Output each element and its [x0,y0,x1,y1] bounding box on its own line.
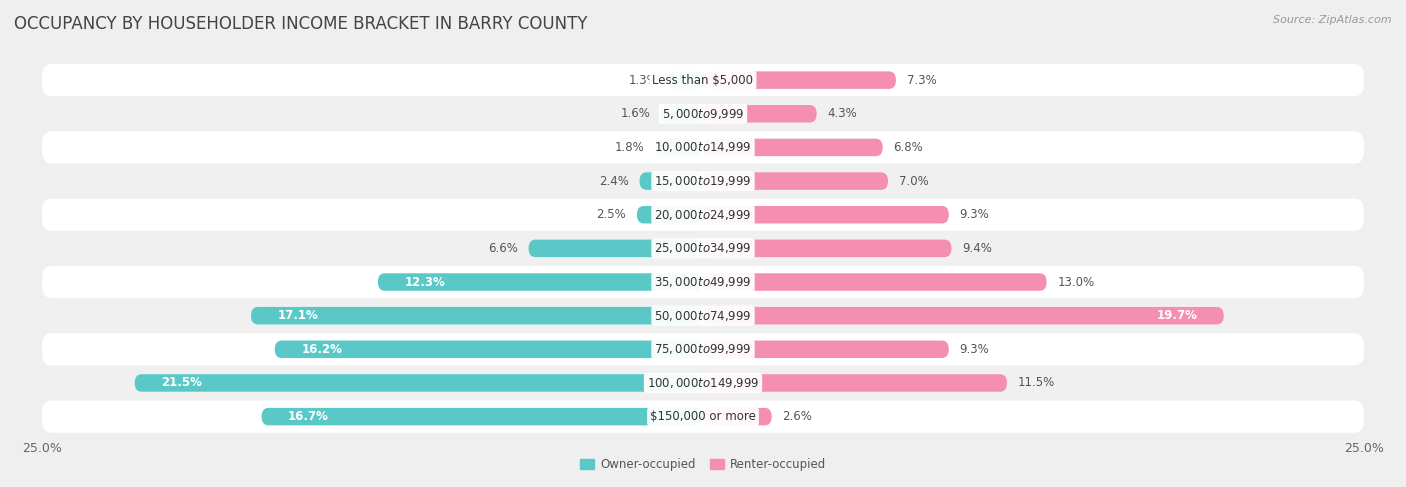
Text: $15,000 to $19,999: $15,000 to $19,999 [654,174,752,188]
Text: 1.3%: 1.3% [628,74,658,87]
FancyBboxPatch shape [42,266,1364,298]
FancyBboxPatch shape [703,105,817,123]
Text: 2.4%: 2.4% [599,174,628,187]
FancyBboxPatch shape [42,367,1364,399]
Text: $75,000 to $99,999: $75,000 to $99,999 [654,342,752,356]
FancyBboxPatch shape [42,165,1364,197]
FancyBboxPatch shape [703,273,1046,291]
Text: 21.5%: 21.5% [162,376,202,390]
Text: Source: ZipAtlas.com: Source: ZipAtlas.com [1274,15,1392,25]
Text: $50,000 to $74,999: $50,000 to $74,999 [654,309,752,323]
Text: 19.7%: 19.7% [1156,309,1198,322]
FancyBboxPatch shape [42,333,1364,365]
Text: $20,000 to $24,999: $20,000 to $24,999 [654,208,752,222]
Text: 13.0%: 13.0% [1057,276,1094,288]
FancyBboxPatch shape [42,64,1364,96]
Text: 2.6%: 2.6% [782,410,813,423]
FancyBboxPatch shape [703,307,1223,324]
Text: 16.7%: 16.7% [288,410,329,423]
Text: 11.5%: 11.5% [1018,376,1054,390]
Text: 7.3%: 7.3% [907,74,936,87]
FancyBboxPatch shape [703,172,889,190]
FancyBboxPatch shape [42,199,1364,231]
FancyBboxPatch shape [274,340,703,358]
FancyBboxPatch shape [529,240,703,257]
Text: 6.6%: 6.6% [488,242,517,255]
Text: 9.3%: 9.3% [959,208,990,221]
Text: 12.3%: 12.3% [405,276,446,288]
FancyBboxPatch shape [252,307,703,324]
Text: $5,000 to $9,999: $5,000 to $9,999 [662,107,744,121]
FancyBboxPatch shape [262,408,703,425]
Text: OCCUPANCY BY HOUSEHOLDER INCOME BRACKET IN BARRY COUNTY: OCCUPANCY BY HOUSEHOLDER INCOME BRACKET … [14,15,588,33]
FancyBboxPatch shape [703,72,896,89]
Text: 4.3%: 4.3% [827,107,858,120]
Text: $150,000 or more: $150,000 or more [650,410,756,423]
FancyBboxPatch shape [42,400,1364,433]
Text: 16.2%: 16.2% [301,343,342,356]
Text: 6.8%: 6.8% [893,141,924,154]
FancyBboxPatch shape [703,374,1007,392]
Text: $10,000 to $14,999: $10,000 to $14,999 [654,140,752,154]
FancyBboxPatch shape [703,240,952,257]
Text: 1.6%: 1.6% [620,107,650,120]
FancyBboxPatch shape [42,232,1364,264]
FancyBboxPatch shape [655,139,703,156]
FancyBboxPatch shape [661,105,703,123]
FancyBboxPatch shape [669,72,703,89]
FancyBboxPatch shape [135,374,703,392]
Text: 9.4%: 9.4% [962,242,991,255]
Text: 1.8%: 1.8% [614,141,645,154]
Text: 7.0%: 7.0% [898,174,928,187]
Text: $100,000 to $149,999: $100,000 to $149,999 [647,376,759,390]
FancyBboxPatch shape [703,139,883,156]
Text: Less than $5,000: Less than $5,000 [652,74,754,87]
FancyBboxPatch shape [42,131,1364,164]
Text: $35,000 to $49,999: $35,000 to $49,999 [654,275,752,289]
Text: $25,000 to $34,999: $25,000 to $34,999 [654,242,752,255]
FancyBboxPatch shape [703,340,949,358]
Text: 9.3%: 9.3% [959,343,990,356]
FancyBboxPatch shape [703,206,949,224]
Legend: Owner-occupied, Renter-occupied: Owner-occupied, Renter-occupied [575,453,831,476]
FancyBboxPatch shape [703,408,772,425]
FancyBboxPatch shape [42,300,1364,332]
FancyBboxPatch shape [42,97,1364,130]
Text: 2.5%: 2.5% [596,208,626,221]
FancyBboxPatch shape [378,273,703,291]
FancyBboxPatch shape [637,206,703,224]
Text: 17.1%: 17.1% [277,309,318,322]
FancyBboxPatch shape [640,172,703,190]
